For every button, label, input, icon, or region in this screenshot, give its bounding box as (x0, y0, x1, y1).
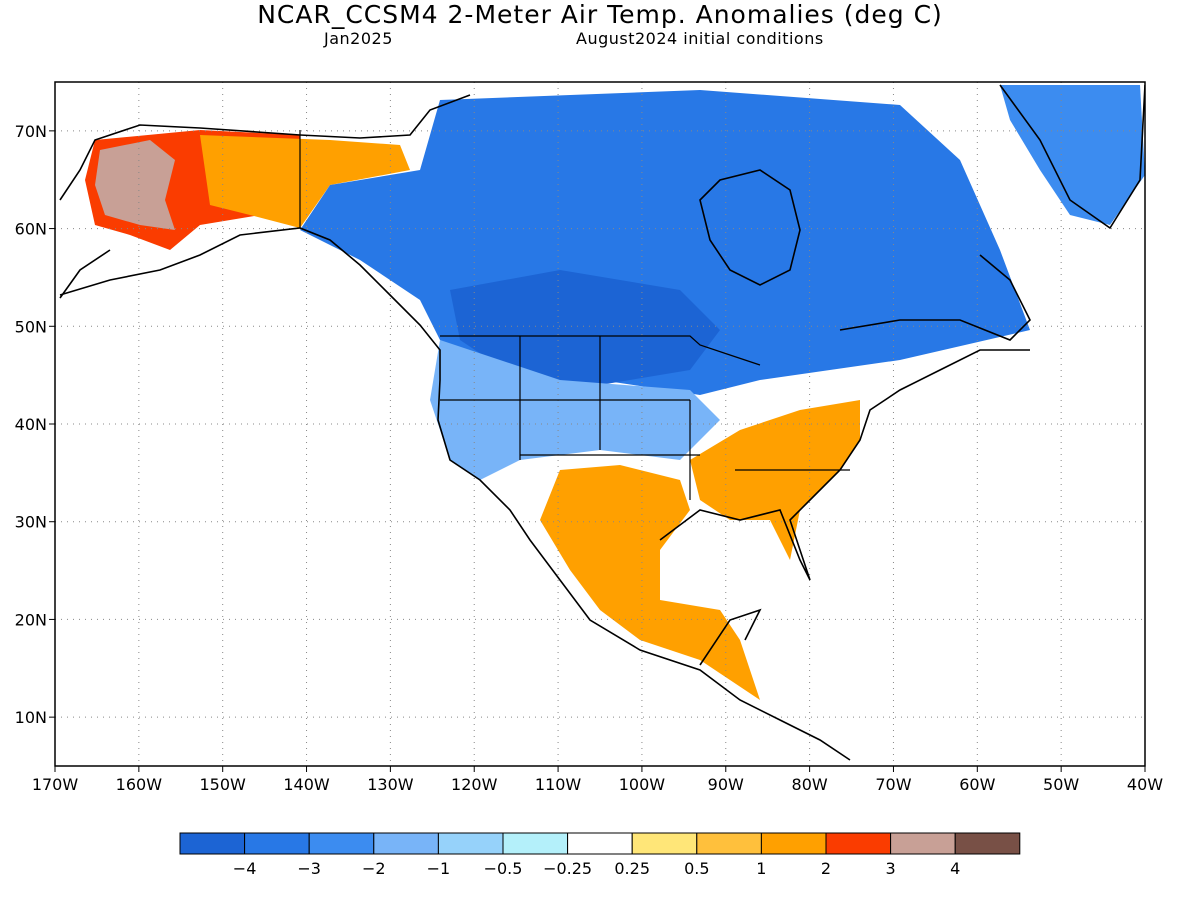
longitude-tick-label: 80W (792, 775, 828, 794)
region-southeast-us-warm (690, 400, 860, 560)
longitude-axis: 170W 160W 150W 140W 130W 120W 110W 100W 90W 80W 70… (32, 766, 1163, 794)
color-legend: −4 −3 −2 −1 −0.5 −0.25 0.25 0.5 1 2 3 4 (179, 832, 1021, 878)
latitude-tick-label: 10N (15, 708, 47, 727)
legend-label: −3 (297, 859, 321, 878)
anomaly-field (85, 85, 1145, 700)
political-borders (299, 130, 850, 500)
longitude-tick-label: 140W (283, 775, 330, 794)
legend-color-box (696, 832, 762, 855)
legend-label: 0.25 (614, 859, 650, 878)
legend-color-box (760, 832, 827, 855)
latitude-axis: 10N 20N 30N 40N 50N 60N 70N (15, 122, 55, 727)
map-title: NCAR_CCSM4 2-Meter Air Temp. Anomalies (… (257, 0, 943, 29)
coastlines (59, 84, 1145, 761)
legend-color-box (567, 832, 633, 855)
latitude-tick-label: 20N (15, 610, 47, 629)
longitude-tick-label: 150W (200, 775, 247, 794)
latitude-tick-label: 50N (15, 317, 47, 336)
legend-label: 1 (756, 859, 766, 878)
legend-color-box (890, 832, 956, 855)
initial-conditions: August2024 initial conditions (576, 29, 824, 48)
longitude-tick-label: 160W (116, 775, 163, 794)
legend-color-box (373, 832, 439, 855)
longitude-tick-label: 100W (619, 775, 666, 794)
legend-label: 2 (821, 859, 831, 878)
legend-color-box (179, 832, 246, 855)
legend-color-box (308, 832, 375, 855)
legend-label: −1 (427, 859, 451, 878)
legend-color-box (631, 832, 698, 855)
legend-color-box (437, 832, 504, 855)
region-alaska-max (95, 140, 175, 230)
longitude-tick-label: 40W (1127, 775, 1163, 794)
forecast-month: Jan2025 (324, 29, 393, 48)
legend-label: 4 (950, 859, 960, 878)
legend-label: −2 (362, 859, 386, 878)
latitude-tick-label: 30N (15, 513, 47, 532)
legend-color-box (502, 832, 569, 855)
longitude-tick-label: 110W (535, 775, 582, 794)
latitude-tick-label: 60N (15, 220, 47, 239)
longitude-tick-label: 130W (367, 775, 414, 794)
longitude-tick-label: 60W (959, 775, 995, 794)
legend-color-box (244, 832, 310, 855)
longitude-tick-label: 120W (451, 775, 498, 794)
legend-label: 0.5 (684, 859, 709, 878)
legend-color-box (825, 832, 892, 855)
legend-label: −0.5 (484, 859, 523, 878)
region-yukon-warm (200, 135, 410, 228)
region-mexico-warm (540, 465, 760, 700)
legend-color-box (954, 832, 1021, 855)
map-gridlines (55, 82, 1145, 766)
longitude-tick-label: 50W (1043, 775, 1079, 794)
legend-label: −4 (233, 859, 257, 878)
latitude-tick-label: 40N (15, 415, 47, 434)
region-western-us-cool (430, 340, 720, 480)
longitude-tick-label: 90W (708, 775, 744, 794)
longitude-tick-label: 70W (875, 775, 911, 794)
legend-label: −0.25 (543, 859, 592, 878)
region-northern-plains-cold (450, 270, 720, 385)
latitude-tick-label: 70N (15, 122, 47, 141)
region-greenland-cold (1000, 85, 1145, 225)
longitude-tick-label: 170W (32, 775, 79, 794)
legend-label: 3 (886, 859, 896, 878)
